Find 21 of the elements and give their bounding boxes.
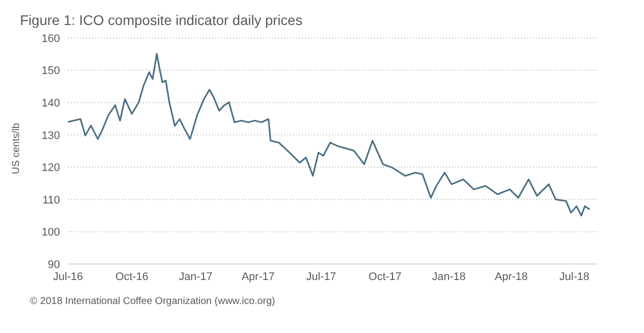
x-tick-label: Oct-16 xyxy=(115,270,148,283)
x-tick-label: Jul-18 xyxy=(559,270,590,283)
text: © 2018 International Coffee Organization (www.ico.org) xyxy=(30,296,276,307)
y-axis-title: US cents/lb xyxy=(12,122,23,174)
x-tick-label: Jan-17 xyxy=(178,270,212,283)
x-tick-label: Jul-16 xyxy=(53,270,83,283)
y-tick-label: 150 xyxy=(42,65,60,78)
y-tick-label: 130 xyxy=(42,130,60,142)
x-tick-label: Oct-17 xyxy=(368,270,402,283)
y-tick-label: 100 xyxy=(42,226,60,239)
y-tick-label: 90 xyxy=(48,258,60,271)
x-tick-label: Apr-18 xyxy=(494,270,528,283)
line-series xyxy=(68,53,590,216)
x-tick-label: Jan-18 xyxy=(432,270,466,283)
y-tick-label: 160 xyxy=(42,32,60,45)
y-tick-label: 120 xyxy=(42,162,60,174)
x-tick-label: Jul-17 xyxy=(306,270,336,283)
y-tick-label: 110 xyxy=(42,194,60,206)
y-tick-label: 140 xyxy=(42,97,60,110)
x-tick-label: Apr-17 xyxy=(242,270,275,283)
chart-title: Figure 1: ICO composite indicator daily prices xyxy=(20,12,302,28)
